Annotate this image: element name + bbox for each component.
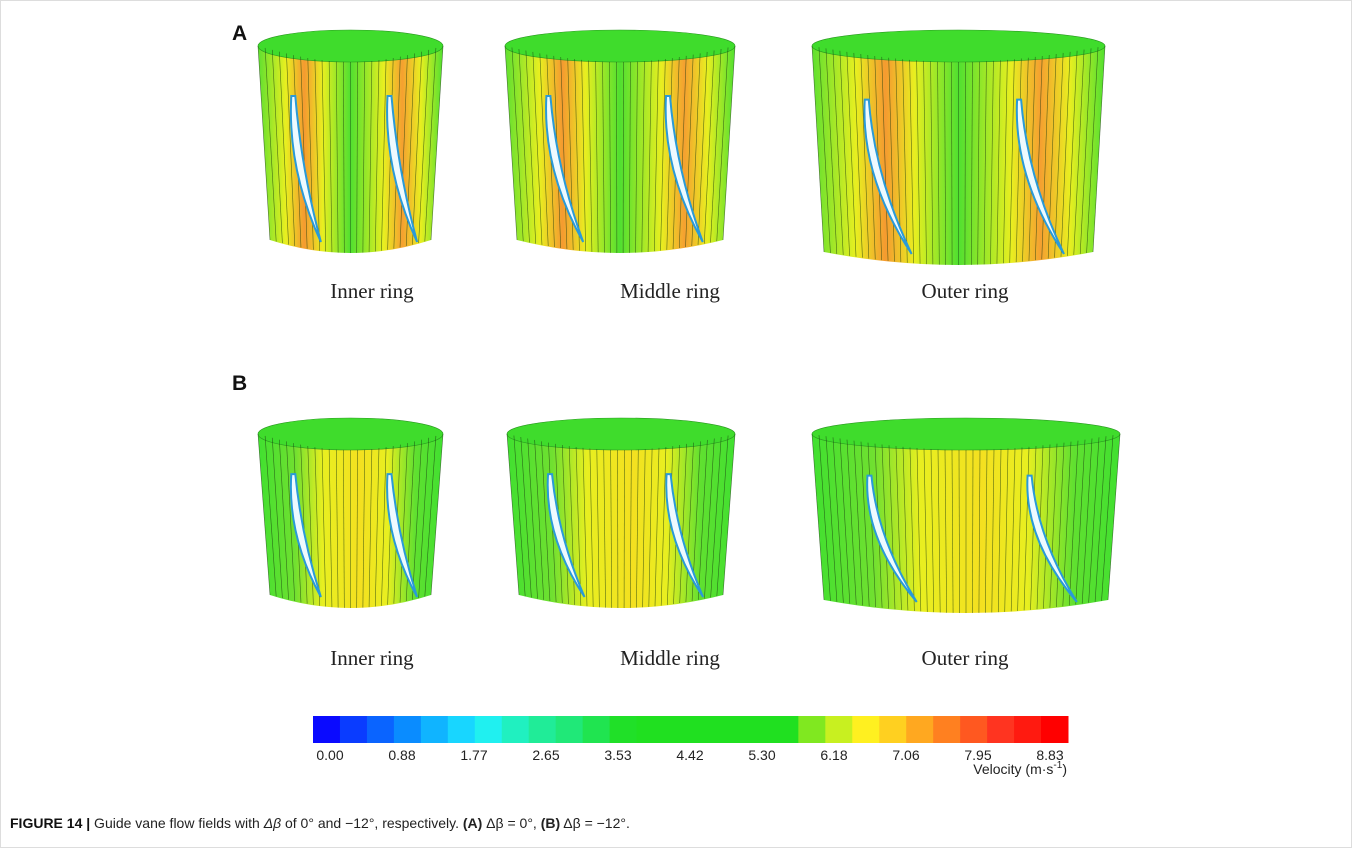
colorbar-segment xyxy=(987,716,1014,743)
cylinder xyxy=(507,418,735,608)
colorbar-segment xyxy=(664,716,691,743)
colorbar-segment xyxy=(933,716,960,743)
cylinder-top xyxy=(507,418,735,450)
cylinder-body xyxy=(505,46,735,253)
colorbar-segment xyxy=(340,716,367,743)
caption-label: FIGURE 14 | xyxy=(10,815,90,831)
ring-label: Inner ring xyxy=(330,279,414,303)
colorbar-tick-label: 6.18 xyxy=(820,747,847,763)
colorbar-segment xyxy=(394,716,421,743)
unit-close: ) xyxy=(1062,761,1067,777)
colorbar-segment xyxy=(906,716,933,743)
ring-label: Outer ring xyxy=(922,646,1009,670)
colorbar-segment xyxy=(502,716,529,743)
colorbar-segment xyxy=(529,716,556,743)
flow-fields xyxy=(258,30,1120,613)
colorbar-segment xyxy=(556,716,583,743)
caption-text: of 0° and −12°, respectively. xyxy=(281,815,463,831)
colorbar-tick-label: 7.06 xyxy=(892,747,919,763)
caption-text: Guide vane flow fields with xyxy=(90,815,264,831)
colorbar-tick-label: 3.53 xyxy=(604,747,631,763)
caption-text: Δβ = 0°, xyxy=(482,815,540,831)
colorbar-segment xyxy=(879,716,906,743)
cylinder xyxy=(258,30,443,253)
colorbar-tick-label: 2.65 xyxy=(532,747,559,763)
ring-label: Middle ring xyxy=(620,279,720,303)
ring-label: Outer ring xyxy=(922,279,1009,303)
panel-label: A xyxy=(232,22,247,45)
cylinder-top xyxy=(258,418,443,450)
colorbar-segment xyxy=(1041,716,1068,743)
cylinder-top xyxy=(258,30,443,62)
ring-label: Inner ring xyxy=(330,646,414,670)
colorbar-tick-label: 0.00 xyxy=(316,747,343,763)
colorbar-segment xyxy=(798,716,825,743)
colorbar-tick-label: 4.42 xyxy=(676,747,703,763)
caption: FIGURE 14 | Guide vane flow fields with … xyxy=(10,815,630,831)
caption-text: Δβ = −12°. xyxy=(560,815,630,831)
panel-label: B xyxy=(232,372,247,395)
cylinder-top xyxy=(505,30,735,62)
caption-bold: (A) xyxy=(463,815,482,831)
colorbar-tick-label: 5.30 xyxy=(748,747,775,763)
cylinder xyxy=(812,418,1120,613)
colorbar-segment xyxy=(1014,716,1041,743)
page: {"panels": [ {"label": "A", "rings": ["I… xyxy=(0,0,1352,848)
colorbar-segment xyxy=(367,716,394,743)
cylinder xyxy=(812,30,1105,265)
colorbar-segment xyxy=(825,716,852,743)
colorbar-segment xyxy=(421,716,448,743)
colorbar-segment xyxy=(313,716,340,743)
colorbar-segment xyxy=(610,716,637,743)
colorbar-segment xyxy=(852,716,879,743)
colorbar-segment xyxy=(475,716,502,743)
colorbar-segment xyxy=(717,716,744,743)
unit-text: Velocity (m·s xyxy=(973,761,1053,777)
colorbar-segment xyxy=(960,716,987,743)
colorbar-segment xyxy=(771,716,798,743)
cylinder xyxy=(505,30,735,253)
cylinder-body xyxy=(507,434,735,608)
figure: A B 0.00 0.88 1.77 2.65 3.53 4.42 5.30 6.18 7.06… xyxy=(0,0,1352,848)
cylinder-top xyxy=(812,30,1105,62)
colorbar-segment xyxy=(448,716,475,743)
colorbar-segment xyxy=(583,716,610,743)
ring-label: Middle ring xyxy=(620,646,720,670)
colorbar-segment xyxy=(637,716,664,743)
colorbar-unit: Velocity (m·s-1) xyxy=(973,760,1067,777)
caption-italic: Δβ xyxy=(264,815,281,831)
caption-bold: (B) xyxy=(541,815,560,831)
colorbar-tick-label: 1.77 xyxy=(460,747,487,763)
colorbar-tick-label: 0.88 xyxy=(388,747,415,763)
cylinder-top xyxy=(812,418,1120,450)
cylinder xyxy=(258,418,443,608)
colorbar-segment xyxy=(691,716,718,743)
colorbar-segment xyxy=(744,716,771,743)
